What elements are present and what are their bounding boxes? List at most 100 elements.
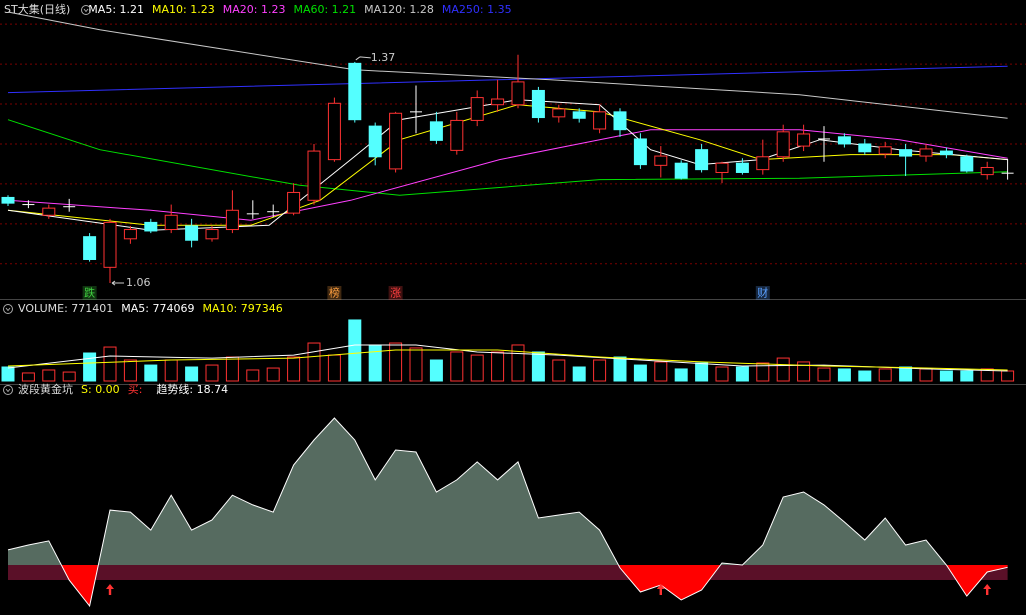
- candle-body: [389, 112, 403, 170]
- volume-bar: [674, 368, 688, 382]
- volume-bar: [103, 346, 117, 382]
- volume-bar: [348, 319, 362, 382]
- candle-body: [1, 196, 15, 204]
- legend-sep: :: [88, 383, 95, 396]
- legend-sep: :: [324, 3, 331, 16]
- legend-sep: :: [183, 3, 190, 16]
- event-badge: [388, 286, 403, 300]
- legend-sep: :: [402, 3, 409, 16]
- title: 波段黄金坑: [18, 382, 73, 396]
- candle-body: [552, 108, 566, 118]
- volume-bar: [572, 366, 586, 382]
- candle-body: [654, 155, 668, 166]
- menu-icon: [3, 304, 13, 314]
- volume-bar: [62, 371, 76, 382]
- volume-bar: [552, 359, 566, 382]
- legend-value: 1.21: [332, 3, 357, 16]
- ma-line: [7, 11, 1008, 119]
- legend-name: 买: [128, 383, 139, 396]
- candle-body: [470, 97, 484, 121]
- candle-body: [164, 214, 178, 231]
- volume-bar: [756, 362, 770, 382]
- volume-bar: [695, 362, 709, 382]
- positive-area: [8, 418, 1008, 566]
- volume-bar: [21, 372, 35, 382]
- legend-sep: :: [234, 302, 241, 315]
- volume-bar: [164, 359, 178, 382]
- legend-value: 18.74: [197, 383, 229, 396]
- legend-value: 1.35: [487, 3, 512, 16]
- menu-icon: [3, 385, 13, 395]
- candle-body: [899, 149, 913, 157]
- legend-name: MA5: [88, 3, 112, 16]
- candle-body: [633, 138, 647, 166]
- volume-bar: [919, 368, 933, 382]
- volume-bar: [715, 366, 729, 382]
- menu-icon: [81, 5, 91, 15]
- title: ST大集(日线): [4, 2, 70, 16]
- candle-body: [939, 150, 953, 156]
- volume-bar: [450, 351, 464, 382]
- candle-body: [327, 102, 341, 161]
- legend-sep: :: [254, 3, 261, 16]
- candle-body: [42, 207, 56, 216]
- volume-bar: [185, 366, 199, 382]
- legend-name: MA60: [293, 3, 324, 16]
- volume-bar: [858, 370, 872, 382]
- volume-bar: [837, 368, 851, 382]
- legend-name: MA20: [223, 3, 254, 16]
- volume-bar: [980, 368, 994, 382]
- legend-name: S: [81, 383, 88, 396]
- legend-name: MA10: [152, 3, 183, 16]
- baseline-band: [8, 565, 1008, 581]
- candle-body: [368, 125, 382, 158]
- volume-bar: [1001, 370, 1015, 382]
- candle-body: [919, 148, 933, 157]
- trend-line: [7, 417, 1008, 608]
- candle-body: [858, 143, 872, 153]
- candle-body: [674, 162, 688, 179]
- candle-body: [756, 156, 770, 171]
- candle-body: [491, 98, 505, 106]
- legend-value: 1.28: [409, 3, 434, 16]
- candle-body: [225, 209, 239, 231]
- volume-bar: [266, 367, 280, 382]
- buy-arrow: [656, 584, 665, 595]
- annotation-arrow: [111, 280, 124, 286]
- menu-icon: [83, 8, 89, 13]
- volume-bar: [633, 364, 647, 382]
- candle-body: [797, 133, 811, 147]
- volume-bar: [511, 344, 525, 382]
- buy-arrow: [106, 584, 114, 595]
- menu-icon: [5, 388, 11, 393]
- candle-body: [103, 221, 117, 268]
- volume-bar: [613, 356, 627, 382]
- candle-body: [715, 162, 729, 173]
- legend-sep: :: [189, 383, 196, 396]
- volume-bar: [593, 359, 607, 382]
- legend-sep: :: [139, 383, 143, 396]
- candle-body: [613, 111, 627, 131]
- legend-value: 774069: [152, 302, 194, 315]
- candle-body: [123, 229, 137, 240]
- volume-bar: [1, 366, 15, 382]
- event-label: 涨: [390, 287, 401, 300]
- legend-name: MA120: [364, 3, 402, 16]
- candle-body: [878, 146, 892, 155]
- legend-value: 1.23: [190, 3, 215, 16]
- candle-body: [185, 225, 199, 241]
- candle-body: [980, 166, 994, 176]
- volume-bar: [389, 342, 403, 382]
- volume-bar: [939, 370, 953, 382]
- event-badge: [327, 286, 342, 300]
- volume-bar: [307, 342, 321, 382]
- candle-body: [572, 111, 586, 119]
- ma-line: [7, 119, 1008, 196]
- volume-bar: [817, 367, 831, 382]
- legend-value: 1.21: [120, 3, 145, 16]
- menu-icon: [5, 307, 11, 312]
- volume-bar: [776, 357, 790, 382]
- panel-header: ST大集(日线) MA5: 1.21 MA10: 1.23 MA20: 1.23 MA6…: [4, 2, 512, 16]
